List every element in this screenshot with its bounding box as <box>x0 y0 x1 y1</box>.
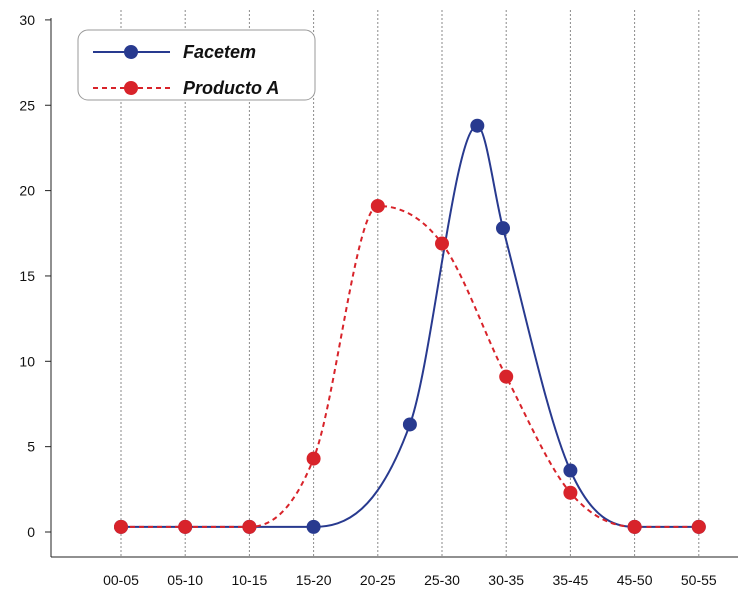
gridlines <box>120 10 700 557</box>
series-lines <box>121 124 699 528</box>
legend-marker-producto-a <box>124 81 138 95</box>
x-tick-label: 05-10 <box>167 572 203 588</box>
y-tick-label: 30 <box>19 12 35 28</box>
x-tick-label: 50-55 <box>681 572 717 588</box>
data-point-producto-a <box>114 519 128 534</box>
x-tick-label: 25-30 <box>424 572 460 588</box>
y-tick-label: 10 <box>19 353 35 369</box>
legend-box <box>77 29 316 101</box>
x-tick-label: 20-25 <box>360 572 396 588</box>
data-point-producto-a <box>563 485 578 500</box>
data-point-producto-a <box>691 519 706 534</box>
legend-marker-facetem <box>124 45 138 59</box>
data-point-producto-a <box>435 236 449 251</box>
y-tick-label: 20 <box>19 183 35 199</box>
y-tick-label: 15 <box>19 268 35 284</box>
data-point-producto-a <box>242 519 257 534</box>
data-point-facetem <box>402 417 417 432</box>
x-tick-label: 30-35 <box>488 572 524 588</box>
x-tick-label: 00-05 <box>103 572 139 588</box>
data-point-facetem <box>495 221 510 236</box>
data-point-facetem <box>470 118 485 133</box>
series-line-facetem <box>121 124 699 528</box>
x-tick-label: 15-20 <box>296 572 332 588</box>
legend-label-producto-a: Producto A <box>183 78 279 98</box>
data-point-producto-a <box>178 519 193 534</box>
y-tick-label: 5 <box>27 439 35 455</box>
data-point-facetem <box>563 463 578 478</box>
data-point-producto-a <box>370 198 385 213</box>
x-tick-label: 45-50 <box>617 572 653 588</box>
data-point-producto-a <box>627 519 642 534</box>
data-point-producto-a <box>306 451 321 466</box>
series-markers <box>114 118 706 534</box>
axes: 00-05 05-10 10-15 15-20 20-25 25-30 30-35 35-45… <box>19 12 738 588</box>
legend-items: Facetem Producto A <box>93 42 279 98</box>
y-tick-label: 0 <box>27 524 35 540</box>
legend: Facetem Producto A <box>77 29 316 101</box>
data-point-producto-a <box>499 369 514 384</box>
y-tick-label: 25 <box>19 97 35 113</box>
legend-label-facetem: Facetem <box>183 42 256 62</box>
x-tick-label: 10-15 <box>231 572 267 588</box>
data-point-facetem <box>306 519 321 534</box>
series-line-producto-a <box>121 204 699 528</box>
x-tick-label: 35-45 <box>552 572 588 588</box>
